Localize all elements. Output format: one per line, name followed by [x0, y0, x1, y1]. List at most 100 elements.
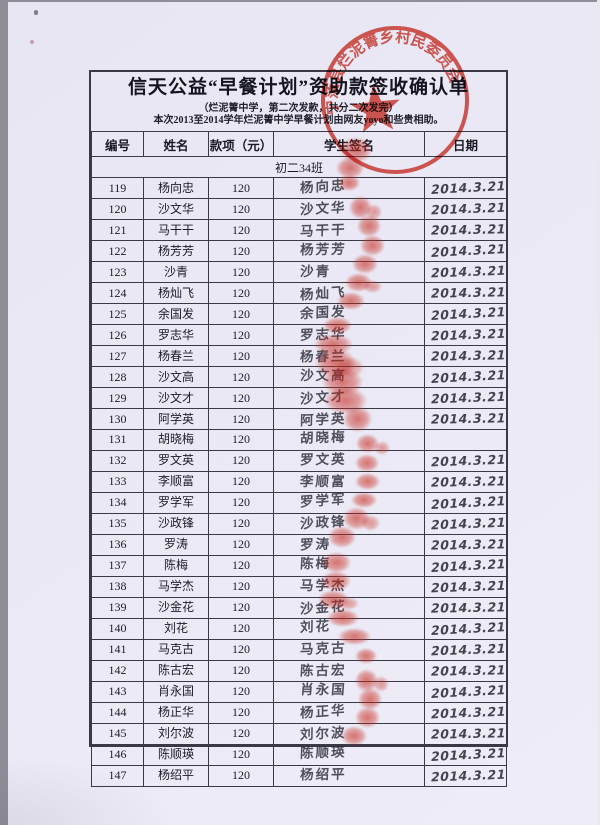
date-cell: 2014.3.21: [424, 743, 507, 766]
student-name-cell: 罗志华: [143, 324, 209, 346]
scan-speck: [34, 10, 38, 15]
date-cell: 2014.3.21: [424, 491, 507, 514]
date-cell: 2014.3.21: [424, 261, 507, 283]
row-number-cell: 135: [91, 512, 144, 535]
signature-handwriting: 沙文才: [300, 387, 347, 408]
date-cell: 2014.3.21: [424, 554, 507, 577]
column-header-number: 编号: [91, 131, 144, 157]
signature-handwriting: 罗学军: [300, 491, 347, 511]
signature-handwriting: 杨向忠: [300, 176, 347, 197]
student-name-cell: 沙文华: [143, 198, 209, 220]
amount-cell: 120: [208, 261, 274, 283]
date-cell: [424, 429, 507, 451]
amount-cell: 120: [208, 701, 274, 724]
signature-handwriting: 沙政锋: [299, 513, 347, 533]
date-cell: 2014.3.21: [424, 345, 507, 367]
signature-cell: 陈顺瑛: [273, 743, 425, 766]
signature-handwriting: 陈古宏: [299, 662, 347, 680]
student-name-cell: 沙金花: [143, 596, 209, 619]
date-handwriting: 2014.3.21: [429, 451, 508, 470]
date-cell: 2014.3.21: [424, 408, 507, 430]
row-number-cell: 144: [91, 701, 144, 724]
signature-cell: 杨正华: [273, 701, 425, 724]
amount-cell: 120: [208, 659, 274, 682]
date-handwriting: 2014.3.21: [429, 240, 508, 261]
signature-cell: 余国发: [273, 303, 425, 325]
student-name-cell: 杨向忠: [143, 177, 209, 199]
amount-cell: 120: [208, 429, 274, 451]
signature-cell: 罗涛: [273, 533, 425, 556]
signature-handwriting: 马干干: [299, 221, 347, 240]
student-name-cell: 沙文才: [143, 387, 209, 409]
student-name-cell: 刘尔波: [143, 722, 209, 745]
signature-cell: 陈古宏: [273, 659, 425, 682]
signature-handwriting: 杨绍平: [299, 766, 347, 784]
amount-cell: 120: [208, 554, 274, 577]
student-name-cell: 罗涛: [143, 533, 209, 556]
date-handwriting: 2014.3.21: [429, 199, 508, 218]
signature-handwriting: 沙金花: [300, 598, 347, 618]
row-number-cell: 123: [91, 261, 144, 283]
table-row: 123 沙青 120 沙青 2014.3.21: [91, 261, 507, 283]
row-number-cell: 138: [91, 575, 144, 598]
signature-cell: 杨绍平: [273, 764, 425, 787]
date-cell: 2014.3.21: [424, 198, 508, 220]
row-number-cell: 127: [91, 345, 144, 367]
table-row: 126 罗志华 120 罗志华 2014.3.21: [91, 324, 507, 346]
table-row: 143 肖永国 120 肖永国 2014.3.21: [91, 680, 507, 703]
date-handwriting: 2014.3.21: [429, 536, 508, 553]
amount-cell: 120: [208, 198, 274, 220]
signature-handwriting: 杨灿飞: [300, 283, 347, 304]
signature-handwriting: 杨正华: [300, 702, 347, 722]
row-number-cell: 126: [91, 324, 144, 346]
amount-cell: 120: [208, 512, 274, 535]
amount-cell: 120: [208, 219, 274, 241]
row-number-cell: 133: [91, 470, 144, 493]
amount-cell: 120: [208, 303, 274, 325]
amount-cell: 120: [208, 470, 274, 493]
student-name-cell: 陈梅: [143, 554, 209, 577]
date-cell: 2014.3.21: [424, 617, 508, 640]
table-row: 141 马克古 120 马克古 2014.3.21: [91, 638, 507, 661]
table-row: 147 杨绍平 120 杨绍平 2014.3.21: [91, 764, 507, 787]
amount-cell: 120: [208, 387, 274, 409]
signature-cell: 罗文英: [273, 449, 425, 472]
signature-cell: 杨春兰: [273, 345, 425, 367]
scan-speck: [30, 40, 34, 44]
table-row: 131 胡晓梅 120 胡晓梅: [91, 429, 507, 451]
scan-right-edge: [597, 0, 600, 825]
signature-handwriting: 刘尔波: [299, 724, 347, 744]
row-number-cell: 137: [91, 554, 144, 577]
date-handwriting: 2014.3.21: [429, 618, 508, 638]
student-name-cell: 罗文英: [143, 449, 209, 472]
signature-handwriting: 胡晓梅: [299, 429, 347, 448]
date-handwriting: 2014.3.21: [429, 388, 508, 407]
date-handwriting: 2014.3.21: [429, 473, 508, 490]
student-name-cell: 罗学军: [143, 491, 209, 514]
date-cell: 2014.3.21: [424, 366, 508, 388]
column-header-amount: 款项（元）: [208, 131, 274, 157]
row-number-cell: 130: [91, 408, 144, 430]
student-name-cell: 陈古宏: [143, 659, 209, 682]
date-cell: 2014.3.21: [424, 303, 507, 325]
row-number-cell: 136: [91, 533, 144, 556]
class-section-label: 初二34班: [91, 156, 507, 178]
date-handwriting: 2014.3.21: [429, 366, 508, 387]
amount-cell: 120: [208, 240, 274, 262]
row-number-cell: 142: [91, 659, 144, 682]
amount-cell: 120: [208, 177, 274, 199]
date-cell: 2014.3.21: [424, 512, 507, 535]
date-cell: 2014.3.21: [424, 387, 508, 409]
date-cell: 2014.3.21: [424, 659, 507, 682]
date-handwriting: 2014.3.21: [429, 177, 508, 198]
row-number-cell: 145: [91, 722, 144, 745]
table-row: 124 杨灿飞 120 杨灿飞 2014.3.21: [91, 282, 507, 304]
form-title: 信天公益“早餐计划”资助款签收确认单: [127, 77, 469, 98]
table-row: 119 杨向忠 120 杨向忠 2014.3.21: [91, 176, 508, 199]
table-row: 140 刘花 120 刘花 2014.3.21: [91, 617, 508, 640]
date-handwriting: 2014.3.21: [429, 599, 508, 616]
column-header-name: 姓名: [143, 131, 209, 157]
row-number-cell: 139: [91, 596, 144, 619]
date-cell: 2014.3.21: [424, 701, 507, 724]
